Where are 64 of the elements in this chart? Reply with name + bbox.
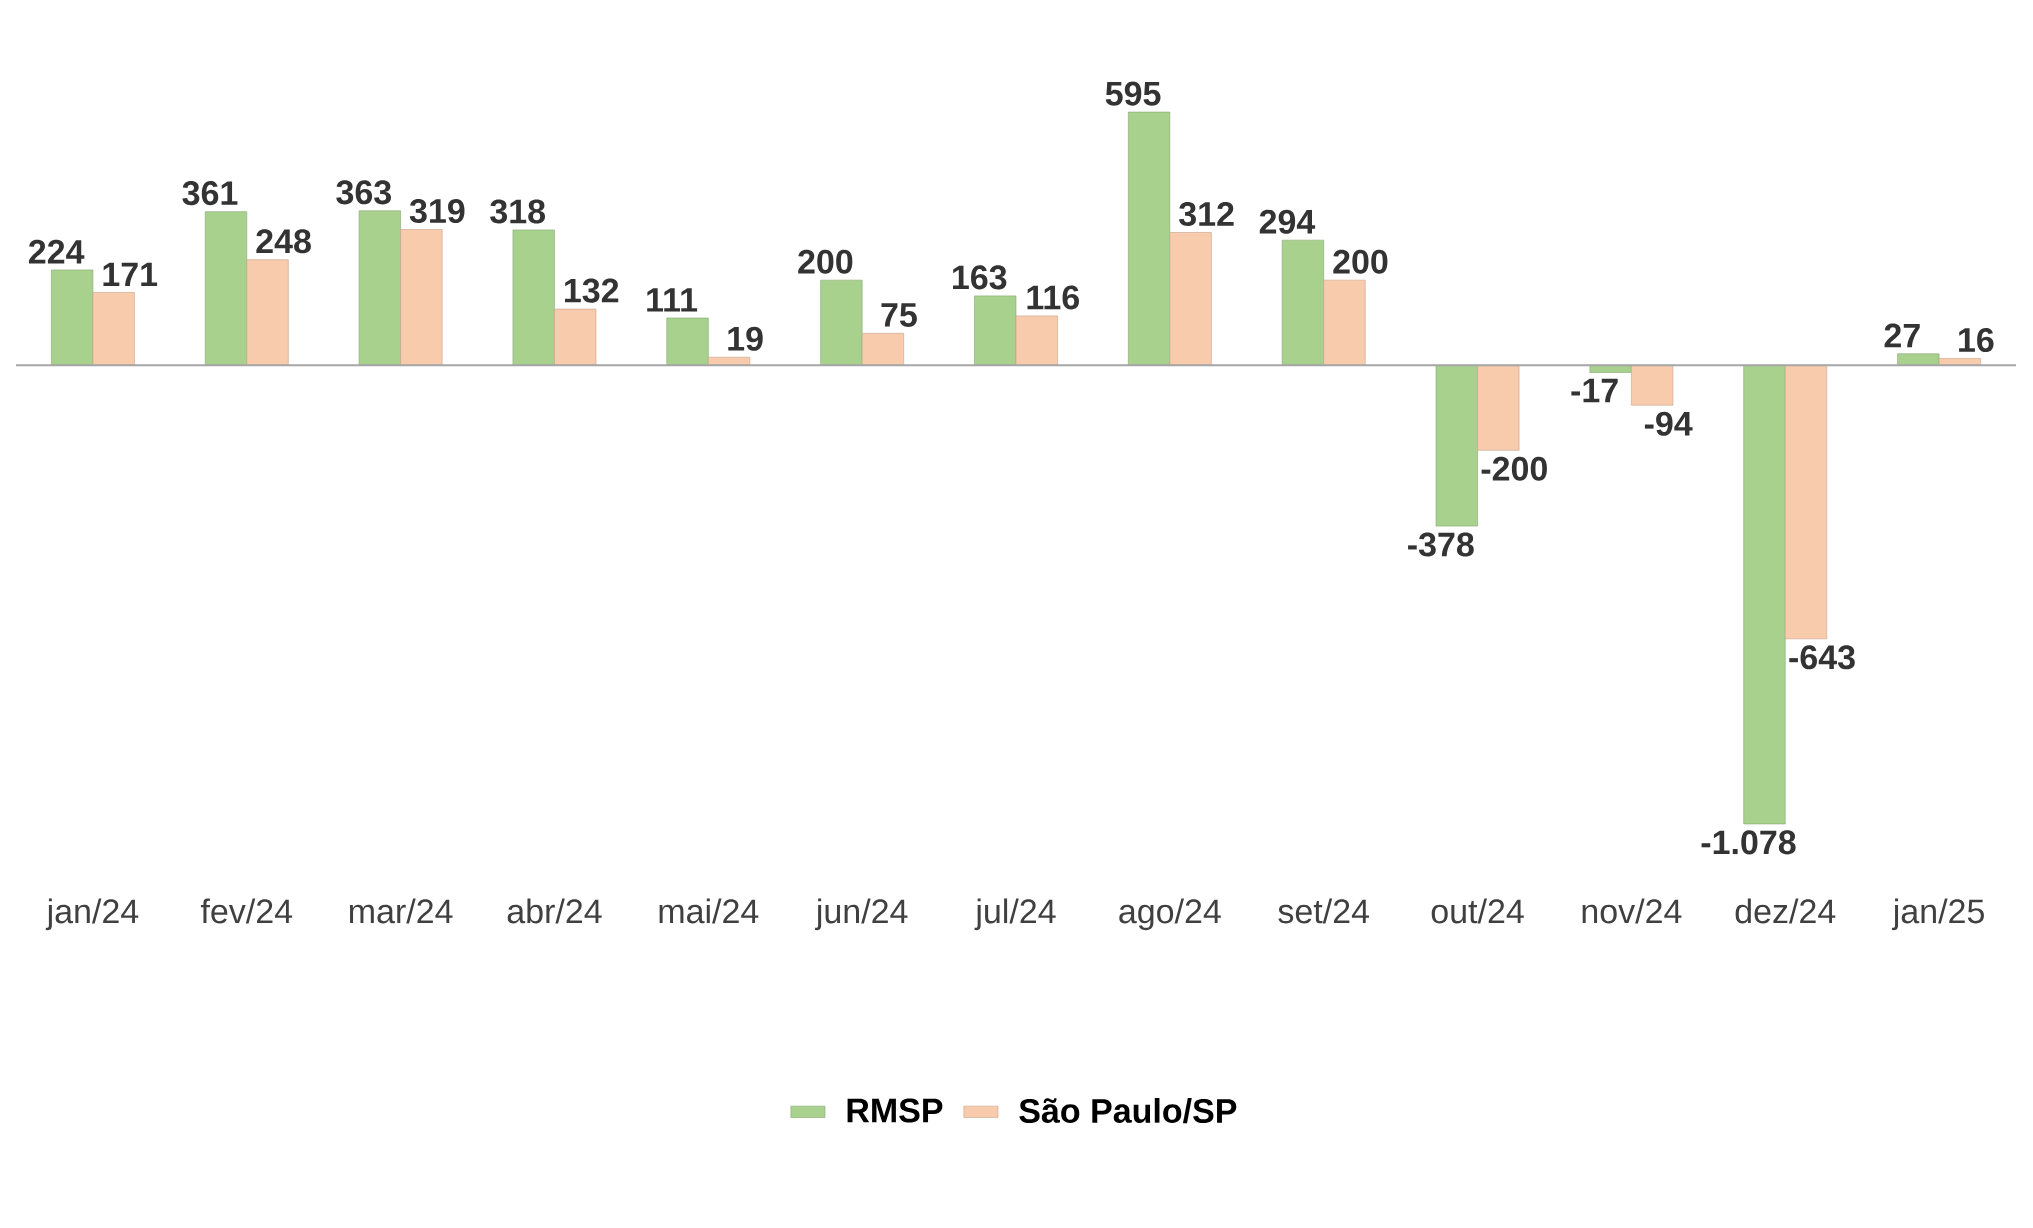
x-tick-label: jan/25 bbox=[1891, 898, 1984, 931]
data-label: 116 bbox=[1027, 285, 1079, 310]
data-label: 200 bbox=[1333, 249, 1388, 274]
data-label: -17 bbox=[1571, 378, 1618, 403]
data-label: 361 bbox=[182, 181, 238, 206]
x-tick-label: jun/24 bbox=[815, 898, 908, 931]
bar bbox=[1743, 364, 1786, 825]
bar bbox=[1015, 315, 1058, 366]
bar bbox=[400, 229, 443, 366]
bar bbox=[554, 308, 597, 366]
data-label: 75 bbox=[881, 303, 917, 327]
bar bbox=[358, 210, 401, 366]
x-tick-label: mai/24 bbox=[659, 898, 759, 924]
data-label: -200 bbox=[1481, 456, 1547, 481]
bar bbox=[246, 259, 289, 366]
x-tick-label: abr/24 bbox=[507, 898, 602, 924]
data-label: 200 bbox=[798, 249, 853, 274]
bar bbox=[666, 317, 709, 366]
data-label: 312 bbox=[1179, 201, 1234, 227]
x-tick-label: jan/24 bbox=[45, 898, 139, 931]
data-label: 111 bbox=[647, 288, 698, 312]
bar bbox=[1477, 364, 1520, 451]
bar bbox=[512, 229, 555, 366]
bar bbox=[1897, 353, 1940, 366]
bar bbox=[1435, 364, 1478, 527]
data-label: 163 bbox=[953, 265, 1007, 290]
x-tick-label: jul/24 bbox=[974, 898, 1056, 931]
x-tick-label: dez/24 bbox=[1735, 898, 1836, 924]
bar bbox=[974, 295, 1017, 366]
data-label: -94 bbox=[1644, 411, 1693, 436]
bar bbox=[820, 279, 863, 366]
data-label: 16 bbox=[1959, 327, 1994, 353]
data-label: 363 bbox=[336, 180, 391, 205]
x-tick-label: set/24 bbox=[1278, 898, 1370, 924]
bar bbox=[1128, 111, 1171, 366]
bar bbox=[1784, 364, 1828, 640]
x-tick-label: fev/24 bbox=[200, 898, 293, 924]
x-tick-label: mar/24 bbox=[349, 898, 453, 924]
data-label: 294 bbox=[1259, 209, 1316, 234]
data-label: 248 bbox=[256, 229, 311, 254]
legend-label: São Paulo/SP bbox=[1019, 1098, 1237, 1124]
bar bbox=[1323, 279, 1366, 366]
data-label: 224 bbox=[28, 239, 85, 264]
data-label: 595 bbox=[1105, 81, 1161, 106]
data-label: 132 bbox=[565, 278, 619, 303]
data-label: 27 bbox=[1884, 323, 1920, 348]
data-label: -1.078 bbox=[1701, 830, 1796, 855]
bar bbox=[92, 292, 135, 366]
legend-label: RMSP bbox=[847, 1098, 943, 1123]
x-tick-label: ago/24 bbox=[1119, 898, 1221, 931]
x-tick-label: nov/24 bbox=[1582, 898, 1682, 924]
data-label: 19 bbox=[728, 326, 763, 351]
bar bbox=[1631, 364, 1674, 406]
data-label: 171 bbox=[103, 262, 158, 287]
bar bbox=[1169, 232, 1212, 366]
data-label: -378 bbox=[1408, 532, 1474, 557]
data-label: -643 bbox=[1789, 645, 1855, 670]
bar bbox=[1281, 239, 1324, 366]
x-tick-label: out/24 bbox=[1431, 898, 1524, 924]
bar bbox=[204, 211, 248, 366]
bar bbox=[51, 269, 94, 366]
data-label: 318 bbox=[490, 199, 546, 224]
data-label: 319 bbox=[409, 198, 465, 224]
bar bbox=[861, 333, 904, 366]
